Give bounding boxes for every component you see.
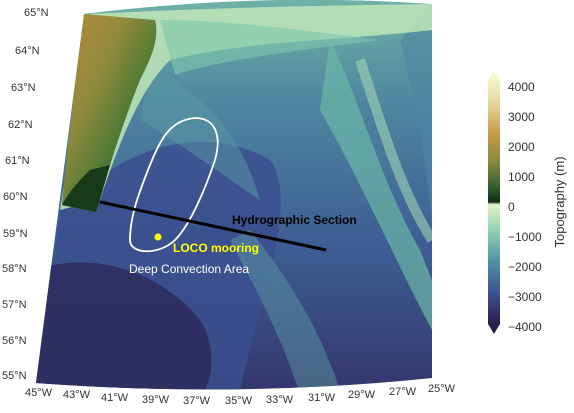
greenland-shelf <box>60 4 432 210</box>
loco-mooring-label: LOCO mooring <box>173 241 259 255</box>
latitude-ticks: 65°N 64°N 63°N 62°N 61°N 60°N 59°N 58°N … <box>2 7 49 382</box>
lat-tick: 58°N <box>2 263 27 275</box>
lat-tick: 56°N <box>2 335 27 347</box>
colorbar-extend-bottom <box>488 324 500 334</box>
greenland-coast-dark <box>62 165 110 212</box>
colorbar-tick: −2000 <box>508 260 542 274</box>
lat-tick: 64°N <box>15 45 40 57</box>
lat-tick: 62°N <box>8 119 33 131</box>
lat-tick: 63°N <box>11 82 36 94</box>
colorbar-tick: 0 <box>508 200 515 214</box>
map-panel <box>36 0 432 390</box>
hydrographic-section-line <box>99 200 327 252</box>
iceland-basin <box>400 4 432 230</box>
convection-area-outline <box>129 117 219 253</box>
colorbar-tick: 1000 <box>508 170 535 184</box>
colorbar-tick: 2000 <box>508 140 535 154</box>
colorbar-tick: −4000 <box>508 320 542 334</box>
lat-tick: 60°N <box>3 191 28 203</box>
ocean-texture-1 <box>140 70 260 200</box>
colorbar-tick: 3000 <box>508 110 535 124</box>
deep-basin-core <box>36 262 212 390</box>
deep-convection-label: Deep Convection Area <box>129 262 249 276</box>
lon-tick: 45°W <box>25 387 53 399</box>
lon-tick: 39°W <box>142 394 170 406</box>
colorbar-extend-top <box>488 72 500 80</box>
ridge-crest <box>355 58 432 243</box>
shelf-break <box>160 20 380 75</box>
colorbar: 4000 3000 2000 1000 0 −1000 −2000 −3000 … <box>488 72 567 334</box>
colorbar-gradient <box>488 80 500 324</box>
hydrographic-section-label: Hydrographic Section <box>232 213 357 227</box>
lat-tick: 65°N <box>24 7 49 19</box>
colorbar-tick: −3000 <box>508 290 542 304</box>
reykjanes-ridge <box>320 40 432 330</box>
greenland-land <box>62 14 157 212</box>
lon-tick: 29°W <box>348 389 376 401</box>
ocean-ridge-2 <box>230 230 340 390</box>
lon-tick: 35°W <box>225 395 253 407</box>
lon-tick: 31°W <box>308 392 336 404</box>
lon-tick: 41°W <box>101 392 129 404</box>
lon-tick: 43°W <box>63 389 91 401</box>
colorbar-label: Topography (m) <box>552 156 567 247</box>
colorbar-tick: 4000 <box>508 80 535 94</box>
lon-tick: 25°W <box>428 383 456 395</box>
lon-tick: 37°W <box>183 395 211 407</box>
lon-tick: 27°W <box>389 386 417 398</box>
longitude-ticks: 45°W 43°W 41°W 39°W 37°W 35°W 33°W 31°W … <box>25 383 456 407</box>
colorbar-ticks: 4000 3000 2000 1000 0 −1000 −2000 −3000 … <box>508 80 542 334</box>
loco-mooring-marker <box>154 233 162 241</box>
lat-tick: 59°N <box>3 228 28 240</box>
colorbar-tick: −1000 <box>508 230 542 244</box>
lon-tick: 33°W <box>266 394 294 406</box>
lat-tick: 57°N <box>2 299 27 311</box>
lat-tick: 61°N <box>5 155 30 167</box>
lat-tick: 55°N <box>2 370 27 382</box>
